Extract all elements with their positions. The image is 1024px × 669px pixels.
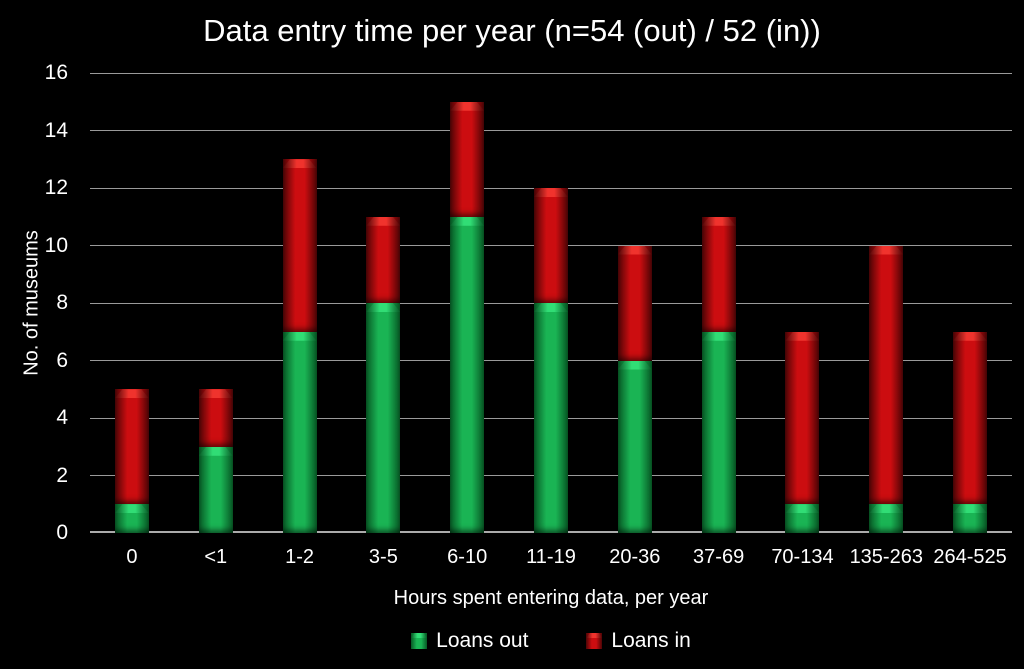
bar-11-19 [534, 188, 568, 533]
bar-segment-loans-in [114, 389, 149, 505]
y-tick-label: 16 [44, 61, 68, 84]
bar-segment-bevel [114, 389, 149, 399]
x-tick-label: 135-263 [849, 546, 923, 568]
y-tick-label: 12 [44, 176, 68, 199]
legend-swatch-bevel [586, 633, 603, 638]
x-tick-label: 0 [126, 546, 138, 568]
bar-segment-bevel [869, 504, 904, 514]
bar-segment-bevel [701, 331, 736, 341]
bar-segment-loans-in [869, 245, 904, 505]
x-axis-tick-labels: 0 <1 1-2 3-5 6-10 11-19 20-36 37-69 70-134 135-26… [90, 546, 1012, 574]
bar-segment-loans-out [450, 216, 485, 533]
x-tick-label: 1-2 [285, 546, 314, 568]
bar-segment-loans-out [785, 504, 820, 533]
bar-segment-bevel [198, 389, 233, 399]
x-tick-label: <1 [204, 546, 228, 568]
bar-segment-bevel [785, 504, 820, 514]
x-tick-label: 11-19 [526, 546, 576, 568]
bar-segment-loans-in [785, 331, 820, 505]
bar-segment-loans-in [198, 389, 233, 447]
x-tick-label: 20-36 [609, 546, 661, 568]
bar-segment-loans-out [869, 504, 904, 533]
legend-swatch-loans-in [586, 633, 603, 649]
bar-264-525 [953, 331, 988, 533]
bar-20-36 [617, 245, 652, 533]
x-tick-label: 6-10 [447, 546, 488, 568]
bar-segment-loans-in [534, 188, 568, 303]
bar-segment-loans-out [198, 446, 233, 533]
bar-37-69 [701, 216, 736, 533]
y-tick-label: 4 [56, 406, 68, 429]
bar-segment-bevel [785, 331, 820, 341]
bar-70-134 [785, 331, 820, 533]
legend-item-loans-in: Loans in [586, 629, 691, 653]
bar-3-5 [366, 216, 401, 533]
bar-segment-bevel [366, 216, 401, 226]
bar-segment-loans-in [282, 159, 317, 332]
plot-area [90, 72, 1012, 533]
bar-segment-loans-in [953, 331, 988, 505]
bar-1-2 [282, 159, 317, 533]
legend-label: Loans out [436, 629, 529, 652]
bar-segment-bevel [617, 245, 652, 255]
bar-segment-loans-out [701, 331, 736, 533]
bar-segment-loans-out [114, 504, 149, 533]
legend: Loans out Loans in [90, 629, 1012, 653]
bar-135-263 [869, 245, 904, 533]
bar-segment-bevel [953, 331, 988, 341]
x-axis-title: Hours spent entering data, per year [393, 587, 709, 609]
bar-segment-bevel [534, 188, 568, 197]
gridline [90, 72, 1012, 74]
chart-title: Data entry time per year (n=54 (out) / 5… [203, 13, 821, 48]
y-tick-label: 10 [44, 233, 68, 257]
bar-segment-bevel [114, 504, 149, 514]
bar-0 [114, 389, 149, 533]
bar-segment-bevel [869, 245, 904, 255]
legend-item-loans-out: Loans out [411, 629, 528, 653]
bar-segment-loans-in [366, 216, 401, 303]
x-tick-label: 37-69 [693, 546, 745, 568]
legend-label: Loans in [611, 629, 691, 652]
bar-segment-loans-in [701, 216, 736, 332]
bar-segment-bevel [701, 216, 736, 226]
bar-segment-loans-in [617, 245, 652, 361]
gridline [90, 130, 1012, 131]
y-tick-label: 8 [56, 291, 68, 314]
bar-segment-bevel [450, 101, 485, 111]
bar-segment-loans-out [534, 303, 568, 533]
legend-swatch-bevel [411, 633, 428, 638]
bar-segment-bevel [282, 331, 317, 341]
bar-segment-bevel [534, 303, 568, 312]
bar-segment-bevel [198, 446, 233, 456]
bar-segment-bevel [366, 303, 401, 312]
bar-segment-loans-out [953, 504, 988, 533]
legend-swatch-loans-out [411, 633, 428, 649]
y-axis-tick-labels: 0 2 4 6 8 10 12 14 16 [0, 61, 80, 544]
bar-6-10 [450, 101, 485, 533]
bar-segment-loans-in [450, 101, 485, 217]
bar-<1 [198, 389, 233, 533]
x-tick-label: 3-5 [368, 546, 398, 568]
x-tick-label: 264-525 [933, 546, 1007, 568]
bar-segment-loans-out [282, 331, 317, 533]
bar-segment-bevel [450, 216, 485, 226]
y-tick-label: 6 [56, 348, 68, 372]
y-tick-label: 2 [56, 463, 68, 487]
bar-segment-loans-out [617, 360, 652, 533]
y-tick-label: 14 [44, 118, 68, 142]
bar-segment-bevel [953, 504, 988, 514]
x-tick-label: 70-134 [771, 546, 834, 568]
bar-segment-loans-out [366, 303, 401, 533]
bar-segment-bevel [282, 159, 317, 169]
bar-segment-bevel [617, 360, 652, 370]
y-tick-label: 0 [56, 521, 68, 544]
